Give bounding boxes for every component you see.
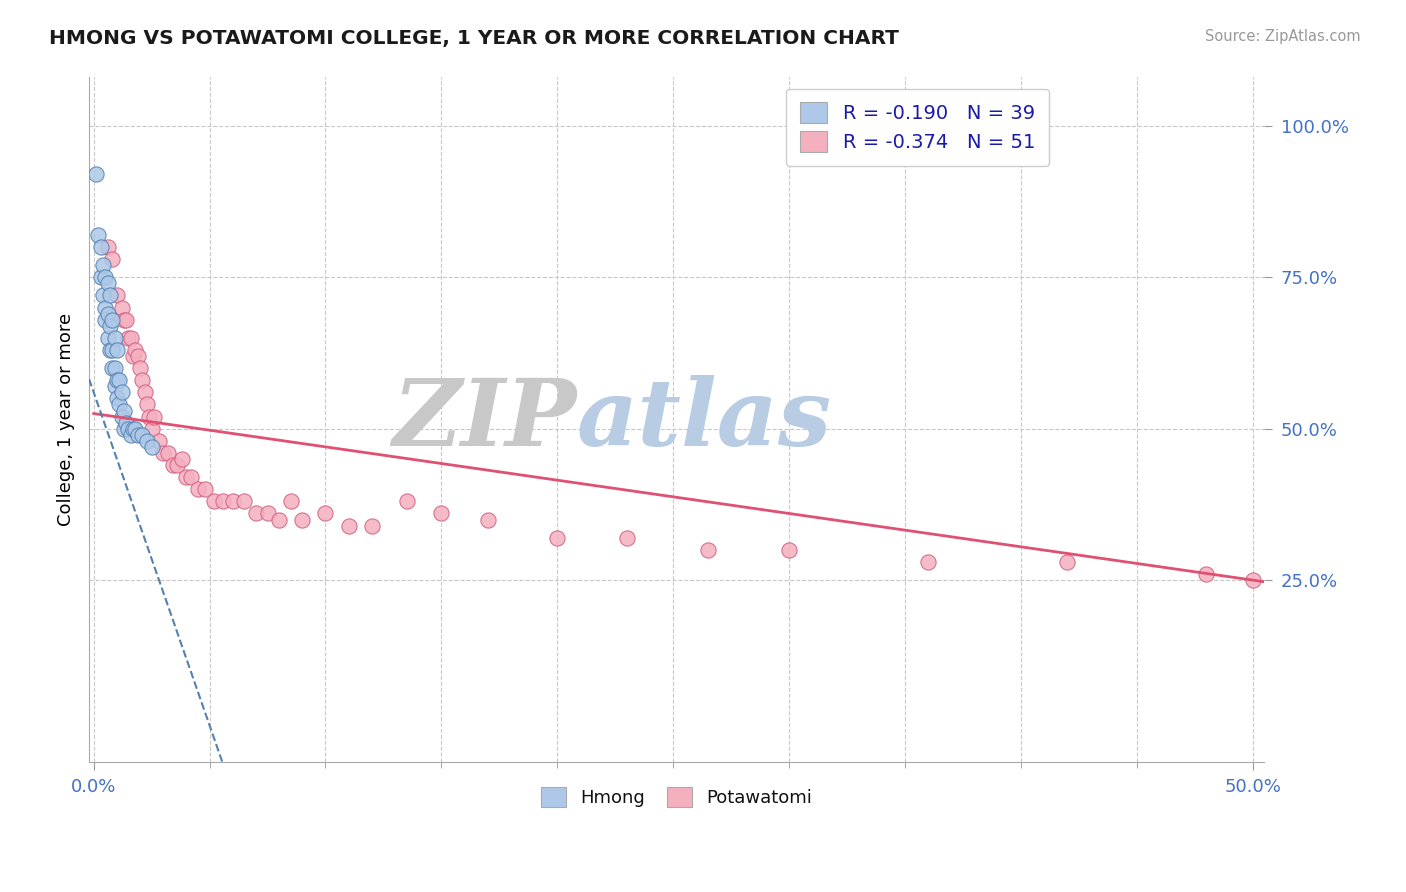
- Point: [94, 301, 117, 315]
- Point: [131, 427, 153, 442]
- Point: [124, 343, 146, 357]
- Point: [97, 277, 120, 291]
- Point: [101, 361, 124, 376]
- Point: [1195, 567, 1218, 582]
- Text: Source: ZipAtlas.com: Source: ZipAtlas.com: [1205, 29, 1361, 44]
- Point: [162, 458, 184, 472]
- Point: [97, 240, 120, 254]
- Point: [108, 373, 131, 387]
- Point: [269, 512, 291, 526]
- Point: [94, 270, 117, 285]
- Point: [127, 349, 149, 363]
- Point: [110, 385, 132, 400]
- Point: [115, 416, 138, 430]
- Point: [129, 361, 152, 376]
- Point: [105, 288, 128, 302]
- Point: [546, 531, 568, 545]
- Point: [105, 373, 128, 387]
- Point: [103, 379, 125, 393]
- Point: [112, 312, 135, 326]
- Point: [87, 227, 110, 242]
- Point: [1241, 573, 1264, 587]
- Point: [122, 349, 145, 363]
- Point: [110, 301, 132, 315]
- Point: [1056, 555, 1078, 569]
- Text: ZIP: ZIP: [392, 375, 576, 465]
- Point: [97, 307, 120, 321]
- Point: [222, 494, 245, 508]
- Point: [112, 422, 135, 436]
- Point: [337, 518, 360, 533]
- Point: [176, 470, 198, 484]
- Point: [98, 288, 121, 302]
- Point: [90, 270, 112, 285]
- Point: [166, 458, 188, 472]
- Point: [105, 343, 128, 357]
- Point: [134, 385, 156, 400]
- Point: [117, 422, 139, 436]
- Point: [105, 392, 128, 406]
- Point: [202, 494, 225, 508]
- Point: [124, 422, 146, 436]
- Point: [477, 512, 499, 526]
- Point: [141, 440, 163, 454]
- Point: [101, 343, 124, 357]
- Point: [233, 494, 256, 508]
- Point: [395, 494, 418, 508]
- Point: [101, 252, 124, 266]
- Point: [91, 288, 114, 302]
- Point: [616, 531, 638, 545]
- Point: [148, 434, 170, 448]
- Point: [138, 409, 160, 424]
- Point: [98, 343, 121, 357]
- Point: [291, 512, 314, 526]
- Point: [156, 446, 179, 460]
- Point: [194, 482, 217, 496]
- Point: [180, 470, 202, 484]
- Point: [112, 403, 135, 417]
- Text: atlas: atlas: [576, 375, 832, 465]
- Point: [256, 507, 278, 521]
- Point: [696, 542, 718, 557]
- Point: [98, 318, 121, 333]
- Point: [136, 397, 159, 411]
- Point: [117, 331, 139, 345]
- Point: [143, 409, 166, 424]
- Point: [90, 240, 112, 254]
- Point: [136, 434, 159, 448]
- Point: [84, 167, 107, 181]
- Point: [430, 507, 453, 521]
- Point: [120, 331, 142, 345]
- Point: [152, 446, 174, 460]
- Point: [122, 422, 145, 436]
- Point: [131, 373, 153, 387]
- Point: [120, 427, 142, 442]
- Point: [360, 518, 382, 533]
- Text: HMONG VS POTAWATOMI COLLEGE, 1 YEAR OR MORE CORRELATION CHART: HMONG VS POTAWATOMI COLLEGE, 1 YEAR OR M…: [49, 29, 898, 47]
- Legend: Hmong, Potawatomi: Hmong, Potawatomi: [533, 780, 820, 814]
- Point: [778, 542, 800, 557]
- Point: [101, 312, 124, 326]
- Point: [245, 507, 267, 521]
- Point: [917, 555, 939, 569]
- Point: [187, 482, 209, 496]
- Point: [141, 422, 163, 436]
- Point: [115, 312, 138, 326]
- Point: [110, 409, 132, 424]
- Point: [91, 258, 114, 272]
- Point: [314, 507, 336, 521]
- Point: [103, 361, 125, 376]
- Point: [212, 494, 235, 508]
- Point: [108, 397, 131, 411]
- Point: [280, 494, 302, 508]
- Point: [127, 427, 149, 442]
- Point: [97, 331, 120, 345]
- Y-axis label: College, 1 year or more: College, 1 year or more: [58, 313, 75, 526]
- Point: [94, 312, 117, 326]
- Point: [103, 331, 125, 345]
- Point: [170, 452, 193, 467]
